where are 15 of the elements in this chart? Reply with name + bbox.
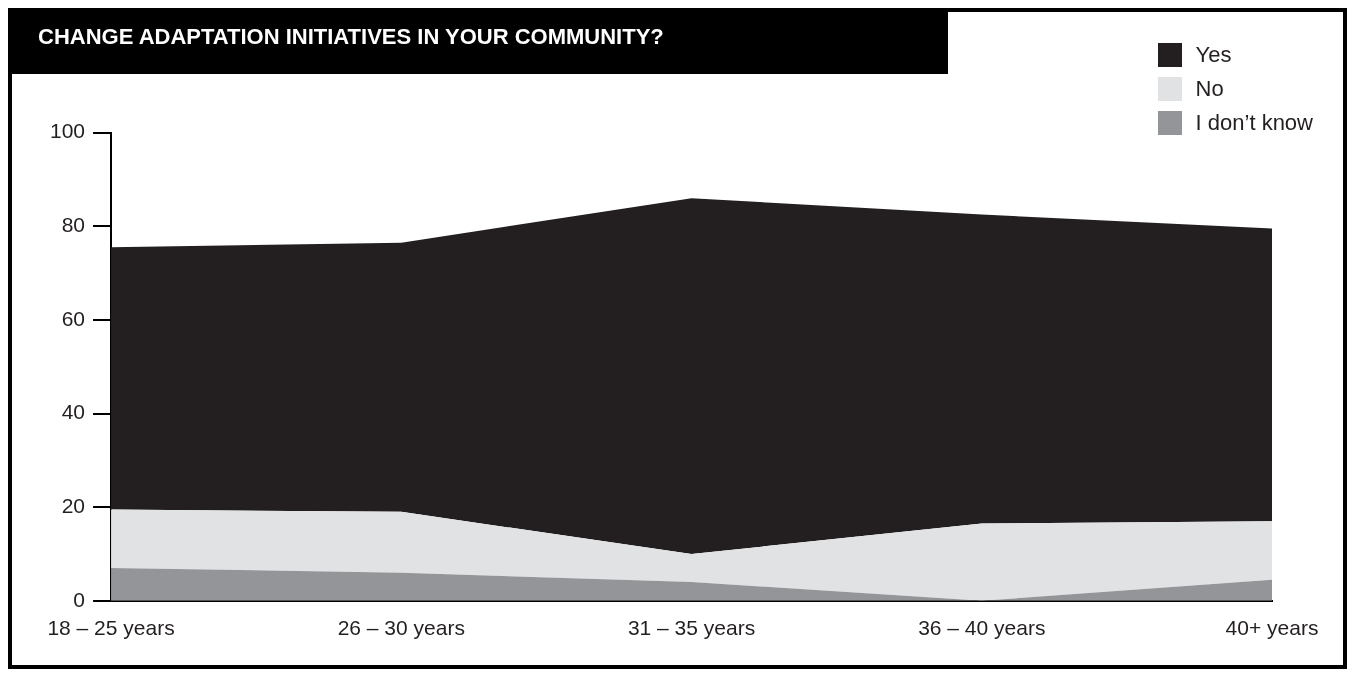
y-tick-label: 60 [61,306,86,330]
y-tick-label: 100 [49,119,86,143]
legend-label: Yes [1195,42,1232,68]
y-tick-label: 20 [61,493,86,517]
y-tick-label: 80 [61,213,86,237]
x-tick-label: 26 – 30 years [337,616,465,640]
x-tick-label: 40+ years [1225,616,1319,640]
chart-title: CHANGE ADAPTATION INITIATIVES IN YOUR COMMUNITY? [38,24,664,49]
x-tick-label: 18 – 25 years [47,616,175,640]
legend-label: I don’t know [1195,110,1313,136]
y-tick-label: 40 [61,400,86,424]
x-tick-label: 31 – 35 years [627,616,756,640]
legend-label: No [1195,76,1224,102]
x-tick-label: 36 – 40 years [918,616,1046,640]
y-tick-label: 0 [73,587,86,611]
